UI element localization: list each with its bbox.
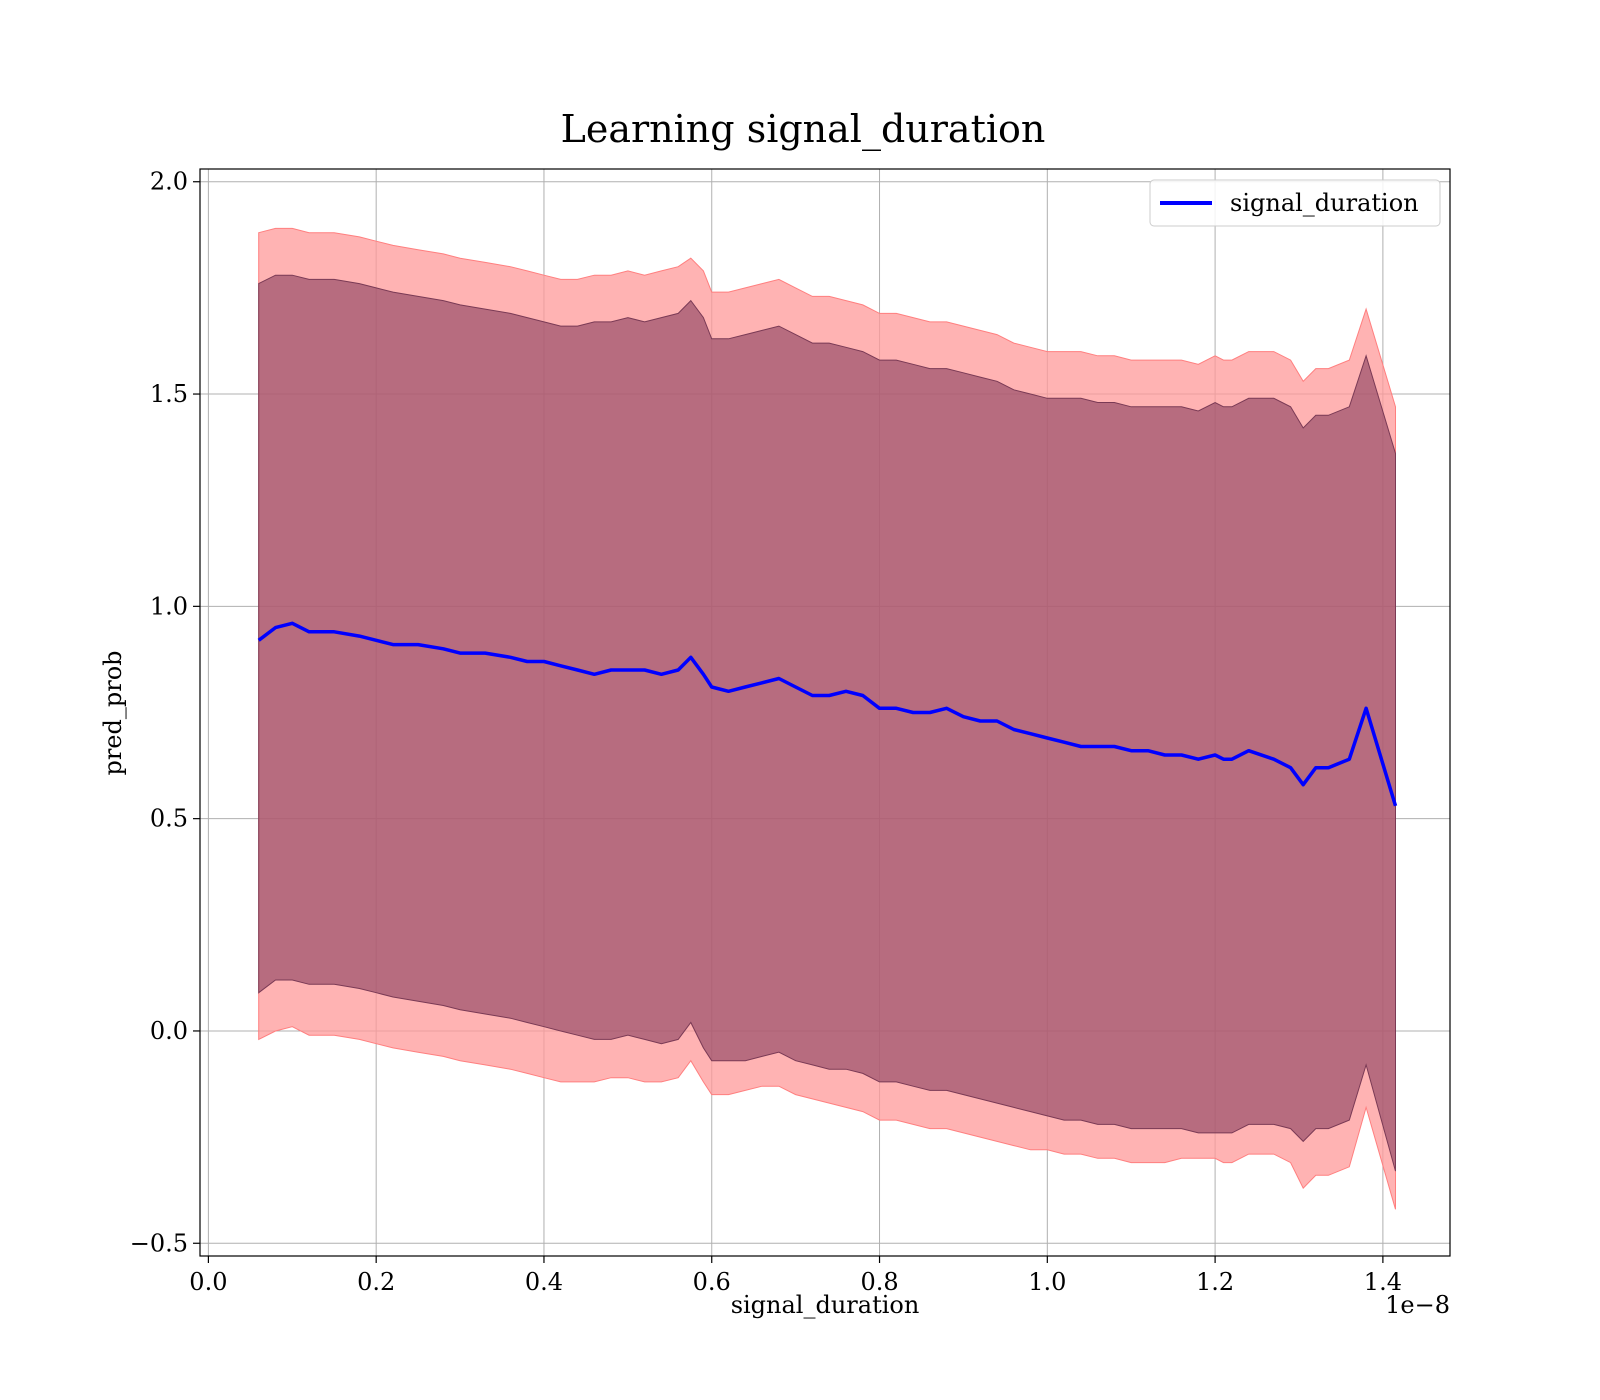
x-tick-label: 0.4 [525, 1268, 563, 1296]
y-axis-label: pred_prob [99, 650, 127, 775]
series-line-signal-duration [257, 621, 1398, 807]
series-lines [257, 621, 1398, 807]
x-tick-label: 0.0 [189, 1268, 227, 1296]
y-tick-label: 1.0 [150, 592, 188, 620]
x-tick-label: 1.0 [1028, 1268, 1066, 1296]
plot-frame [199, 168, 1451, 1257]
y-tick-label: −0.5 [130, 1229, 188, 1257]
y-axis-ticks: −0.5 0.0 0.5 1.0 1.5 2.0 [130, 168, 200, 1257]
confidence-bands [258, 227, 1396, 1210]
x-tick-label: 1.2 [1196, 1268, 1234, 1296]
inner-confidence-band [258, 274, 1396, 1172]
y-tick-label: 1.5 [150, 380, 188, 408]
x-tick-label: 0.6 [693, 1268, 731, 1296]
x-tick-label: 0.8 [860, 1268, 898, 1296]
y-tick-label: 2.0 [150, 168, 188, 196]
legend-label: signal_duration [1230, 189, 1419, 217]
x-tick-label: 1.4 [1364, 1268, 1402, 1296]
x-tick-label: 0.2 [357, 1268, 395, 1296]
chart-title: Learning signal_duration [561, 107, 1046, 152]
x-axis-label: signal_duration [731, 1291, 920, 1319]
y-tick-label: 0.5 [150, 805, 188, 833]
y-tick-label: 0.0 [150, 1017, 188, 1045]
legend: signal_duration [1149, 179, 1441, 227]
legend-box [1149, 179, 1441, 227]
x-offset-label: 1e−8 [1385, 1291, 1450, 1319]
x-axis-ticks: 0.0 0.2 0.4 0.6 0.8 1.0 1.2 1.4 [189, 1256, 1402, 1296]
